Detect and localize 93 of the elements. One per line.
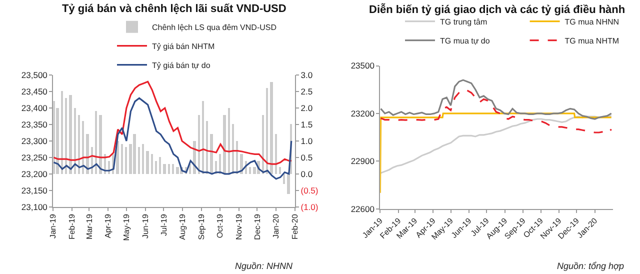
legend-label: TG trung tâm — [440, 17, 488, 26]
bar — [266, 88, 268, 174]
bar — [223, 115, 226, 174]
bar — [155, 161, 158, 174]
bar — [232, 124, 234, 174]
bar — [138, 147, 140, 174]
bar — [249, 167, 252, 174]
x-tick-label: Feb-20 — [290, 214, 300, 240]
bar — [206, 121, 208, 174]
bar — [189, 164, 192, 174]
text: Nguồn: tổng hợp — [557, 261, 624, 271]
y2-tick-label: 0.5 — [300, 152, 313, 162]
bar — [142, 144, 144, 174]
bar — [159, 157, 162, 174]
y-tick-label: 23,300 — [21, 136, 48, 146]
bar — [219, 154, 222, 174]
y2-tick-label: 3.0 — [300, 70, 313, 80]
bar — [283, 174, 286, 184]
bar — [176, 167, 180, 174]
x-tick-label: Aug-19 — [178, 214, 188, 240]
bar — [133, 134, 136, 174]
bar — [163, 164, 166, 174]
legend-label: Tỷ giá bán tự do — [152, 60, 211, 70]
bar — [146, 151, 150, 174]
x-tick-label: May-19 — [122, 214, 132, 241]
legend-label: TG mua NHNN — [564, 17, 620, 26]
y-tick-label: 23200 — [350, 108, 375, 118]
x-tick-label: Sep-19 — [197, 214, 206, 240]
bar — [69, 95, 72, 174]
x-tick-label: Jan-19 — [48, 214, 58, 239]
y-tick-label: 22600 — [350, 204, 375, 214]
bar — [65, 98, 68, 174]
bar — [210, 134, 214, 174]
bar — [151, 154, 154, 174]
bar — [262, 115, 264, 174]
y-tick-label: 23,250 — [21, 152, 48, 162]
line-series — [53, 80, 292, 165]
bar — [61, 91, 64, 174]
bar — [82, 121, 84, 174]
bar — [95, 111, 98, 174]
x-tick-label: Dec-19 — [252, 214, 262, 240]
y2-tick-label: 0.0 — [300, 168, 313, 179]
bar — [125, 147, 128, 174]
bar — [275, 134, 278, 174]
y2-tick-label: 1.5 — [300, 119, 313, 130]
y2-tick-label: 2.0 — [300, 103, 313, 113]
x-tick-label: Apr-19 — [104, 214, 113, 238]
chart-title: Tỷ giá bán và chênh lệch lãi suất VND-USD — [62, 3, 286, 15]
legend-label: TG mua NHTM — [564, 36, 620, 46]
bar — [279, 167, 282, 174]
bar — [172, 164, 174, 174]
x-tick-label: Feb-19 — [68, 214, 77, 240]
y-tick-label: 23,200 — [21, 168, 48, 179]
line-series — [53, 97, 292, 180]
y-tick-label: 23,150 — [21, 185, 48, 196]
y2-tick-label: (1.0) — [300, 202, 318, 212]
legend-label: Tỷ giá bán NHTM — [152, 42, 216, 51]
y-tick-label: 23,100 — [21, 202, 48, 212]
y2-tick-label: 2.5 — [300, 86, 313, 97]
y-tick-label: 23,400 — [21, 103, 48, 113]
x-tick-label: Mar-19 — [84, 214, 94, 240]
bar — [198, 115, 200, 174]
line-series — [380, 115, 612, 174]
bar — [270, 82, 274, 174]
bar — [287, 174, 290, 194]
line-series — [380, 88, 612, 134]
bar — [74, 108, 76, 174]
x-tick-label: Oct-19 — [216, 214, 224, 238]
legend-label: TG mua tự do — [440, 36, 490, 46]
x-tick-label: Nov-19 — [234, 214, 244, 240]
text: Nguồn: NHNN — [235, 261, 294, 271]
y-tick-label: 23,350 — [21, 119, 48, 130]
chart-title: Diễn biến tỷ giá giao dịch và các tỷ giá điều hành — [369, 3, 626, 16]
bar — [121, 144, 124, 174]
y2-tick-label: 1.0 — [300, 136, 313, 146]
bar — [86, 134, 90, 174]
line-series — [380, 79, 612, 120]
y-tick-label: 23500 — [350, 60, 375, 71]
y-tick-label: 22900 — [350, 156, 375, 166]
x-tick-label: Jan-20 — [272, 214, 281, 239]
bar — [236, 141, 238, 174]
bar — [240, 154, 244, 174]
y-tick-label: 23,500 — [21, 70, 48, 80]
y2-tick-label: (0.5) — [300, 185, 318, 196]
bar — [99, 115, 102, 174]
bar — [202, 101, 204, 174]
bar — [228, 108, 230, 174]
x-tick-label: Jun-19 — [140, 214, 150, 239]
x-tick-label: Jul-19 — [159, 214, 168, 236]
bar — [78, 115, 80, 174]
y-tick-label: 23,450 — [21, 86, 48, 97]
bar — [168, 164, 170, 174]
legend-label: Chênh lệch LS qua đêm VND-USD — [152, 22, 277, 32]
